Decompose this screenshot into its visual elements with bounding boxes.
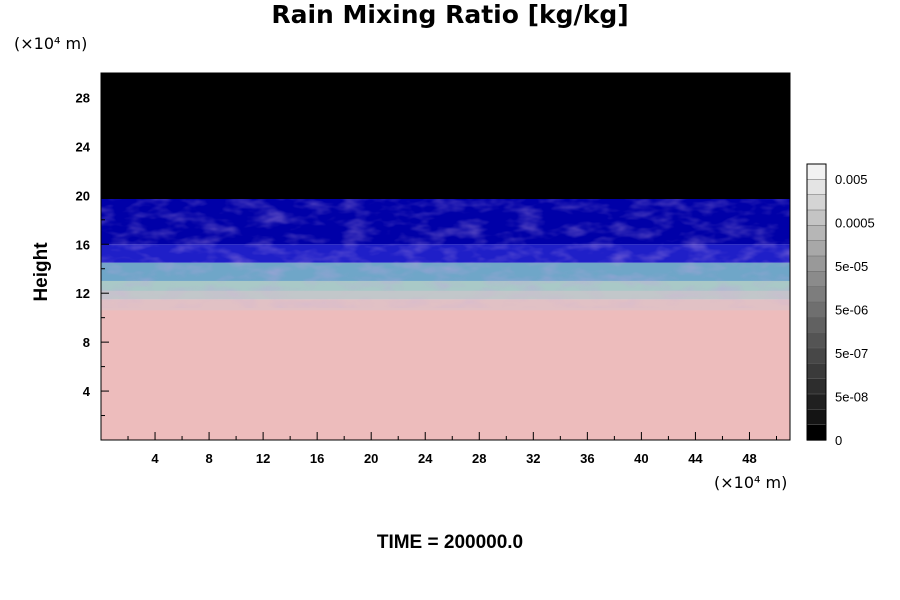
colorbar-swatch [806, 255, 827, 273]
colorbar-swatch [806, 286, 827, 303]
rain-field [101, 73, 790, 440]
colorbar: 0.005 0.0005 5e-05 5e-06 5e-07 5e-08 0 [806, 163, 875, 448]
x-tick-label: 32 [526, 451, 540, 466]
y-axis-unit: (×10⁴ m) [14, 34, 88, 53]
colorbar-swatch [806, 209, 827, 227]
colorbar-swatch [806, 347, 827, 365]
colorbar-swatch [806, 163, 827, 181]
colorbar-swatch [806, 240, 827, 257]
colorbar-swatch [806, 424, 827, 441]
colorbar-swatch [806, 317, 827, 334]
y-tick-label: 28 [76, 90, 90, 105]
x-tick-label: 16 [310, 451, 324, 466]
colorbar-frame [806, 163, 827, 441]
y-tick-label: 20 [76, 188, 90, 203]
colorbar-swatch [806, 393, 827, 411]
colorbar-swatch [806, 271, 827, 288]
x-tick-label: 44 [688, 451, 703, 466]
x-tick-label: 8 [205, 451, 212, 466]
y-tick-label: 24 [76, 139, 91, 154]
x-tick-label: 36 [580, 451, 594, 466]
colorbar-swatch [806, 194, 827, 211]
colorbar-swatch [806, 301, 827, 319]
colorbar-label: 5e-05 [835, 259, 868, 274]
chart-title: Rain Mixing Ratio [kg/kg] [271, 0, 629, 29]
colorbar-swatch [806, 409, 827, 426]
colorbar-label: 5e-06 [835, 303, 868, 318]
x-axis-unit: (×10⁴ m) [714, 473, 788, 492]
plot-frame [100, 72, 791, 441]
x-tick-label: 28 [472, 451, 486, 466]
colorbar-label: 0.005 [835, 172, 868, 187]
colorbar-swatch [806, 179, 827, 196]
time-label: TIME = 200000.0 [376, 532, 524, 553]
colorbar-label: 5e-08 [835, 390, 868, 405]
colorbar-swatch [806, 363, 827, 380]
y-tick-label: 16 [76, 237, 90, 252]
field-band [101, 73, 790, 200]
x-tick-label: 48 [742, 451, 756, 466]
colorbar-label: 0 [835, 433, 842, 448]
x-tick-label: 24 [418, 451, 433, 466]
colorbar-swatch [806, 332, 827, 349]
colorbar-label: 5e-07 [835, 346, 868, 361]
y-tick-label: 4 [83, 384, 91, 399]
turbulence-layer [101, 199, 790, 308]
transition-layer [101, 290, 790, 311]
colorbar-label: 0.0005 [835, 216, 875, 231]
x-tick-label: 12 [256, 451, 270, 466]
colorbar-swatch [806, 225, 827, 242]
x-tick-label: 20 [364, 451, 378, 466]
x-tick-label: 4 [151, 451, 159, 466]
x-tick-label: 40 [634, 451, 648, 466]
field-band [101, 299, 790, 440]
colorbar-swatch [806, 378, 827, 395]
y-tick-label: 12 [76, 286, 90, 301]
y-tick-label: 8 [83, 335, 90, 350]
